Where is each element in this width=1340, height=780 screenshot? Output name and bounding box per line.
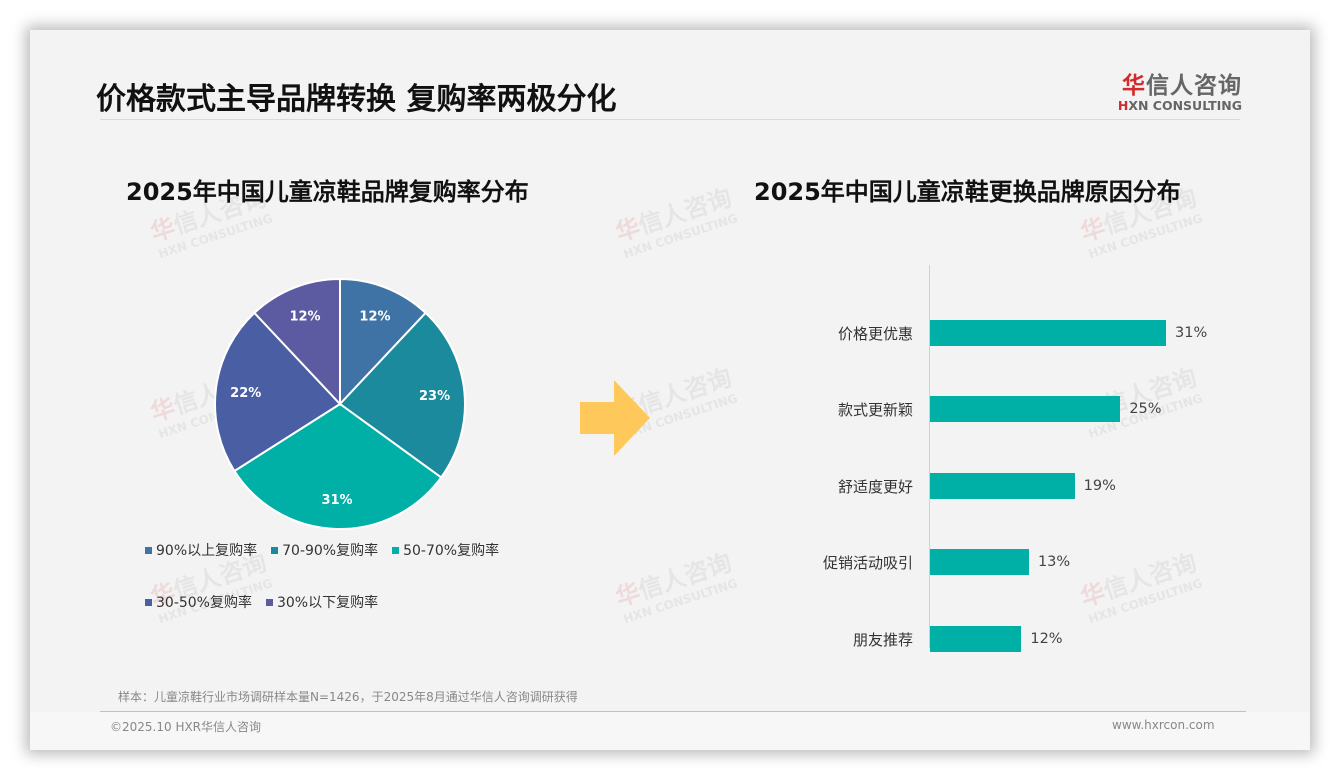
- bar-row: 朋友推荐 12%: [790, 625, 1063, 653]
- copyright-text: ©2025.10 HXR华信人咨询: [110, 720, 262, 734]
- legend-swatch: [145, 546, 152, 554]
- pie-slice: [253, 277, 341, 407]
- footer-band: [30, 712, 1310, 750]
- bar-category-label: 款式更新颖: [837, 400, 913, 419]
- pie-slice: [214, 311, 342, 473]
- bar-row: 款式更新颖 25%: [790, 395, 1162, 423]
- pie-slice-label: 12%: [359, 310, 390, 325]
- brand-switch-reasons-bar-chart: 价格更优惠 31% 款式更新颖 25% 舒适度更好 19% 促销活动吸引 13% 朋友推荐 12%: [790, 265, 1250, 652]
- page-title: 价格款式主导品牌转换 复购率两极分化: [96, 82, 617, 117]
- legend-swatch: [271, 546, 279, 554]
- pie-slice: [233, 402, 443, 530]
- bar-axis-line: [929, 265, 930, 648]
- bar-category-label: 价格更优惠: [837, 324, 913, 343]
- bar: [930, 320, 1166, 346]
- website-link[interactable]: www.hxrcon.com: [1112, 718, 1215, 732]
- bar: [930, 626, 1022, 652]
- legend-swatch: [145, 598, 152, 606]
- bar-category-label: 舒适度更好: [837, 477, 913, 496]
- legend-item: 90%以上复购率: [145, 540, 257, 560]
- pie-slice-label: 23%: [419, 389, 450, 404]
- bar: [930, 396, 1121, 422]
- bar-value-label: 12%: [1030, 631, 1063, 647]
- logo-cn: 华信人咨询: [1122, 73, 1242, 99]
- pie-slice-label: 22%: [230, 386, 261, 401]
- sample-note: 样本：儿童凉鞋行业市场调研样本量N=1426，于2025年8月通过华信人咨询调研…: [118, 690, 578, 704]
- legend-item: 30-50%复购率: [145, 592, 252, 612]
- footer-divider: [100, 711, 1246, 712]
- slide: 价格款式主导品牌转换 复购率两极分化 华信人咨询 HXN CONSULTING …: [30, 30, 1310, 750]
- bar-row: 促销活动吸引 13%: [790, 548, 1070, 576]
- pie-slice-label: 31%: [321, 493, 352, 508]
- logo-en: HXN CONSULTING: [1117, 98, 1242, 113]
- bar-chart-title: 2025年中国儿童凉鞋更换品牌原因分布: [754, 178, 1181, 206]
- bar-value-label: 19%: [1083, 478, 1116, 494]
- bar: [930, 473, 1075, 499]
- bar-value-label: 25%: [1129, 401, 1162, 417]
- right-arrow-icon: [580, 380, 650, 456]
- pie-slice: [338, 311, 466, 479]
- legend-swatch: [392, 546, 400, 554]
- bar-value-label: 13%: [1037, 554, 1071, 570]
- company-logo: 华信人咨询 HXN CONSULTING: [1112, 66, 1242, 113]
- bar: [930, 549, 1029, 575]
- legend-item: 70-90%复购率: [271, 540, 378, 560]
- bar-category-label: 促销活动吸引: [822, 553, 913, 572]
- title-divider: [100, 119, 1240, 120]
- bar-row: 舒适度更好 19%: [790, 472, 1116, 500]
- pie-legend: 90%以上复购率 70-90%复购率 50-70%复购率 30-50%复购率 3…: [145, 540, 565, 644]
- repurchase-rate-pie-chart: 12% 23% 31% 22% 12%: [214, 277, 466, 530]
- legend-item: 50-70%复购率: [392, 540, 499, 560]
- bar-category-label: 朋友推荐: [852, 630, 913, 649]
- pie-slice-label: 12%: [289, 310, 320, 325]
- bar-row: 价格更优惠 31%: [790, 319, 1207, 347]
- legend-item: 30%以下复购率: [265, 592, 378, 612]
- pie-chart-title: 2025年中国儿童凉鞋品牌复购率分布: [126, 178, 529, 206]
- pie-slice: [339, 277, 427, 407]
- legend-swatch: [265, 598, 273, 606]
- bar-value-label: 31%: [1175, 325, 1208, 341]
